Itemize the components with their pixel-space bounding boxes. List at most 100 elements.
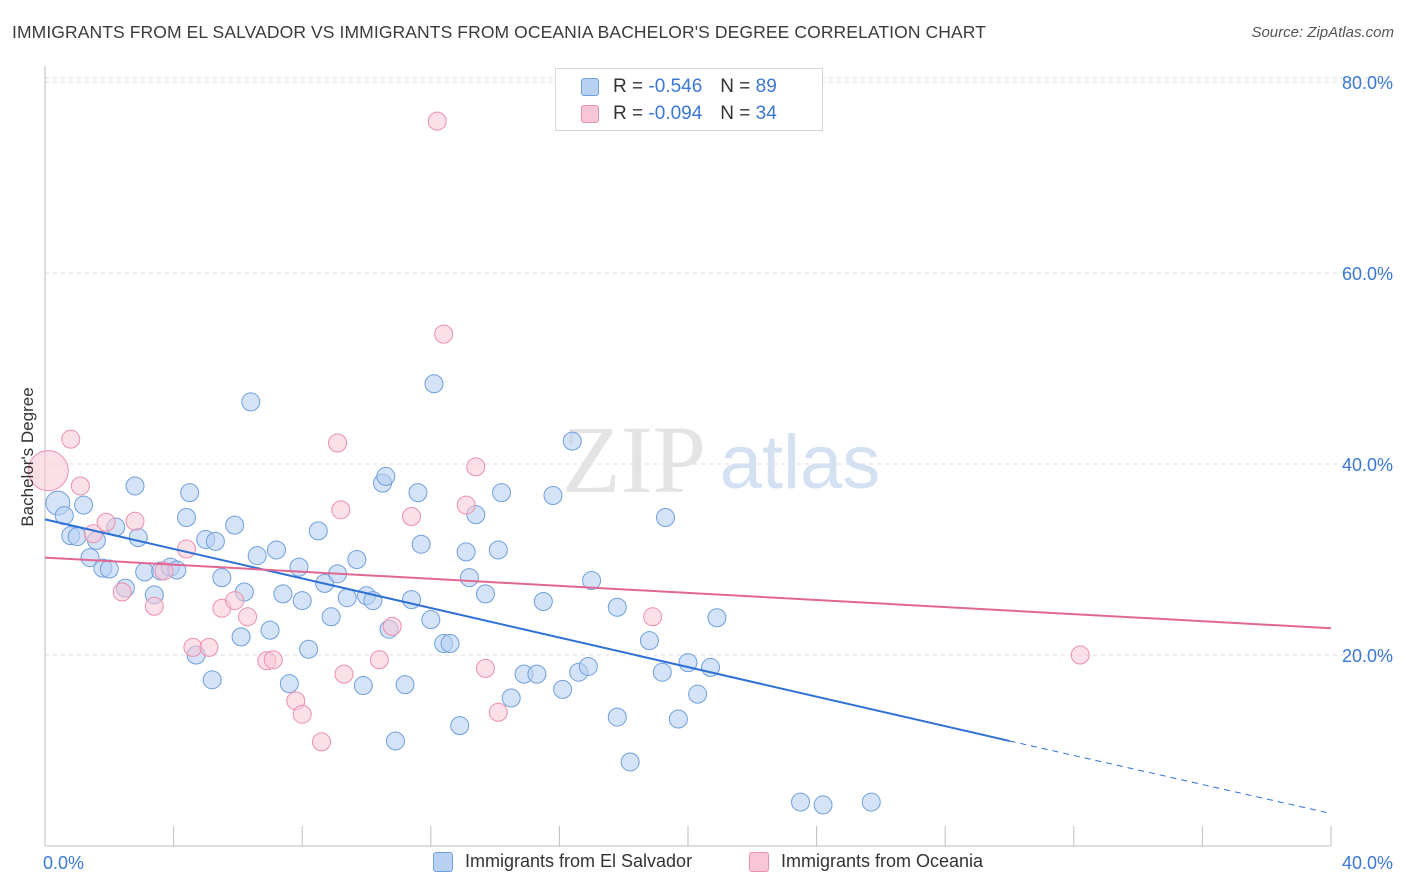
series-oceania-points [27,111,1090,752]
el-salvador-point [74,495,94,515]
watermark: ZIP atlas [562,406,880,513]
el-salvador-point [607,597,627,617]
el-salvador-point [231,627,251,647]
el-salvador-point [289,557,309,577]
chart-title: IMMIGRANTS FROM EL SALVADOR VS IMMIGRANT… [12,22,986,42]
el-salvador-point [620,752,640,772]
el-salvador-point [180,483,200,503]
oceania-point [238,607,258,627]
el-salvador-point [321,607,341,627]
oceania-point [382,616,402,636]
legend-n-label: N = [720,103,751,124]
watermark-zip: ZIP [562,406,706,513]
oceania-point [328,433,348,453]
source-label: Source: ZipAtlas.com [1251,24,1394,41]
el-salvador-point [292,591,312,611]
el-salvador-point [176,507,196,527]
el-salvador-point [527,664,547,684]
oceania-point [199,637,219,657]
legend-swatch-pink [749,851,769,872]
el-salvador-point [562,431,582,451]
series2-name: Immigrants from Oceania [781,851,984,871]
legend-r-value: -0.546 [648,76,703,97]
y-tick-label: 60.0% [1342,264,1393,284]
el-salvador-point [688,684,708,704]
y-axis-label: Bachelor's Degree [18,387,37,527]
el-salvador-point [543,486,563,506]
trend-lines [44,518,1332,815]
oceania-point [263,650,283,670]
el-salvador-point [273,584,293,604]
el-salvador-point [668,709,688,729]
oceania-point [311,732,331,752]
el-salvador-point [260,620,280,640]
legend-n-label: N = [720,76,751,97]
el-salvador-point [80,548,100,568]
el-salvador-point [353,676,373,696]
oceania-point [27,450,69,492]
oceania-point [434,324,454,344]
el-salvador-point [861,792,881,812]
el-salvador-point [450,716,470,736]
el-salvador-point [299,639,319,659]
el-salvador-trend-line [44,518,1010,742]
y-tick-label: 40.0% [1342,455,1393,475]
oceania-point [643,607,663,627]
oceania-point [466,457,486,477]
el-salvador-point [99,559,119,579]
el-salvador-point [347,550,367,569]
el-salvador-point [411,534,431,554]
oceania-point [331,500,351,520]
oceania-point [183,637,203,657]
el-salvador-point [607,707,627,727]
series-el-salvador-points [45,374,881,815]
el-salvador-trend-extension [1009,740,1332,815]
x-tick-label: 0.0% [43,853,84,873]
el-salvador-point [578,656,598,676]
el-salvador-point [308,521,328,541]
legend-swatch-pink [581,105,599,123]
el-salvador-point [553,679,573,699]
legend-swatch-blue [581,78,599,96]
el-salvador-point [225,515,245,535]
el-salvador-point [202,670,222,690]
legend-row-el-salvador: R = -0.546 N = 89 [581,74,777,100]
oceania-trend-line [44,556,1332,630]
el-salvador-point [337,588,357,608]
tick-labels: 20.0% 40.0% 60.0% 80.0% 0.0% 40.0% [43,73,1393,873]
oceania-point [488,702,508,722]
el-salvador-point [492,483,512,503]
el-salvador-point [652,662,672,682]
oceania-point [427,111,447,131]
el-salvador-point [707,608,727,628]
el-salvador-point [241,392,261,412]
legend-swatch-blue [433,851,453,872]
bottom-legend-oceania: Immigrants from Oceania [749,851,983,872]
el-salvador-point [205,531,225,551]
el-salvador-point [421,610,441,630]
oceania-point [61,429,81,449]
el-salvador-point [459,568,479,588]
correlation-legend: R = -0.546 N = 89 R = -0.094 N = 34 [555,68,823,131]
y-tick-label: 20.0% [1342,646,1393,666]
oceania-point [144,596,164,616]
oceania-point [112,582,132,602]
oceania-point [334,664,354,684]
legend-r-value: -0.094 [648,103,703,124]
el-salvador-point [456,542,476,562]
el-salvador-point [791,792,811,812]
el-salvador-point [813,795,833,815]
legend-n-value: 89 [755,76,777,97]
el-salvador-point [266,540,286,560]
el-salvador-point [475,584,495,604]
el-salvador-point [488,540,508,560]
series1-name: Immigrants from El Salvador [465,851,693,871]
el-salvador-point [279,674,299,694]
bottom-legend-el-salvador: Immigrants from El Salvador [433,851,692,872]
oceania-point [225,591,245,611]
watermark-atlas: atlas [720,420,881,505]
el-salvador-point [395,675,415,695]
oceania-point [96,512,116,532]
el-salvador-point [212,568,232,588]
